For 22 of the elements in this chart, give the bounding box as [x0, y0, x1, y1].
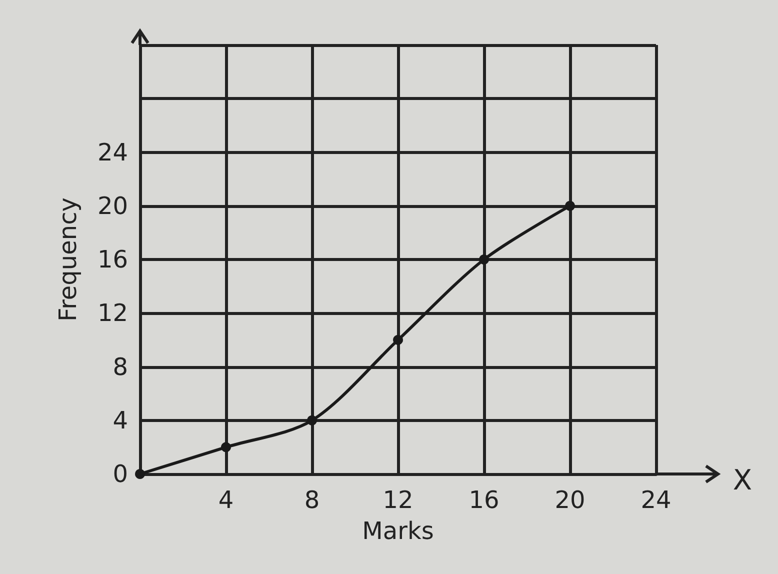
point — [393, 334, 403, 345]
y-tick-label: 24 — [97, 138, 128, 166]
point — [565, 200, 575, 211]
x-tick-label: 12 — [382, 486, 414, 514]
y-tick-label: 16 — [97, 246, 128, 274]
point — [479, 254, 489, 264]
x-tick-label: 8 — [304, 486, 320, 514]
y-tick-label: 8 — [112, 352, 128, 381]
x-axis-title: Marks — [362, 517, 434, 545]
x-tick-label: 16 — [468, 486, 500, 514]
text: X — [732, 464, 752, 496]
y-tick-label: 0 — [112, 460, 128, 488]
x-tick-label: 24 — [640, 486, 672, 514]
y-tick-label: 4 — [112, 406, 128, 434]
y-tick-label: 12 — [97, 299, 128, 328]
point — [135, 469, 145, 479]
point — [221, 442, 231, 452]
point — [307, 415, 317, 426]
y-tick-label: 20 — [97, 192, 128, 220]
x-tick-label: 20 — [554, 486, 586, 514]
y-axis-title: Frequency — [54, 198, 82, 322]
x-tick-label: 4 — [218, 486, 234, 514]
